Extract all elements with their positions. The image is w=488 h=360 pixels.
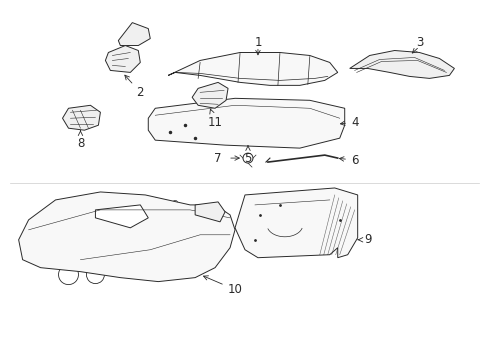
Polygon shape	[19, 192, 235, 282]
Polygon shape	[195, 202, 224, 222]
Text: 3: 3	[415, 36, 422, 49]
Polygon shape	[118, 23, 150, 45]
Polygon shape	[192, 82, 227, 108]
Text: 6: 6	[339, 154, 358, 167]
Polygon shape	[349, 50, 453, 78]
Text: 1: 1	[254, 36, 261, 49]
Text: 2: 2	[124, 75, 144, 99]
Polygon shape	[168, 53, 337, 85]
Text: 4: 4	[340, 116, 358, 129]
Polygon shape	[95, 205, 148, 228]
Text: 7: 7	[214, 152, 222, 165]
Text: 5: 5	[244, 146, 251, 165]
Text: 10: 10	[203, 276, 242, 296]
Polygon shape	[62, 105, 100, 130]
Polygon shape	[105, 45, 140, 72]
Polygon shape	[235, 188, 357, 258]
Polygon shape	[317, 115, 337, 132]
Text: 11: 11	[207, 109, 222, 129]
Text: 9: 9	[357, 233, 371, 246]
Text: 8: 8	[77, 131, 84, 150]
Polygon shape	[148, 98, 344, 148]
